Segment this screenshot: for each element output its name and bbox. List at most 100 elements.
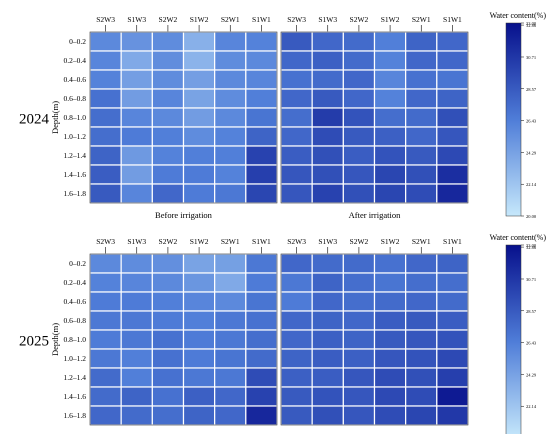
row-tick-label: 1.4–1.6 [64,392,87,401]
heatmap-cell [280,291,313,312]
heatmap-cell [280,253,313,274]
heatmap-cell [405,367,438,388]
heatmap-cell [89,405,122,426]
row-tick-label: 0.8–1.0 [64,335,87,344]
row-tick-label: 1.4–1.6 [64,170,87,179]
heatmap-cell [405,88,438,109]
heatmap-cell [436,126,469,147]
heatmap-cell [311,291,344,312]
heatmap-cell [436,145,469,166]
column-tick-label: S1W1 [252,237,271,246]
year-label: 2025 [19,334,49,350]
heatmap-cell [373,50,407,71]
heatmap-cell [342,253,376,274]
heatmap-cell [373,310,407,331]
row-tick-label: 0.6–0.8 [64,94,87,103]
colorbar-tick-label: 32.86 [526,23,537,28]
heatmap-cell [436,164,469,185]
heatmap-cell [182,253,216,274]
heatmap-cell [405,386,438,407]
heatmap-cell [311,183,344,204]
heatmap-cell [311,310,344,331]
heatmap-cell [89,50,122,71]
heatmap-cell [436,69,469,90]
heatmap-cell [120,164,153,185]
colorbar-tick-label: 33.00 [526,21,537,26]
heatmap-cell [89,367,122,388]
heatmap-cell [89,348,122,369]
heatmap-cell [436,310,469,331]
heatmap-cell [120,88,153,109]
heatmap-cell [373,164,407,185]
colorbar [505,244,522,434]
colorbar-tick-label: 22.14 [526,404,537,409]
heatmap-cell [373,69,407,90]
column-tick-label: S1W2 [190,15,209,24]
heatmap-cell [182,31,216,52]
heatmap-cell [342,50,376,71]
heatmap-cell [214,253,247,274]
heatmap-cell [89,126,122,147]
colorbar-tick-label: 28.57 [526,309,537,314]
heatmap-cell [405,272,438,293]
heatmap-cell [405,31,438,52]
heatmap-cell [120,272,153,293]
heatmap-cell [280,69,313,90]
y-axis-title: Depth(m) [50,323,60,356]
colorbar-tick-label: 24.29 [526,372,537,377]
column-tick-label: S2W1 [221,15,240,24]
heatmap-cell [182,348,216,369]
heatmap-cell [120,31,153,52]
row-tick-label: 0.8–1.0 [64,113,87,122]
heatmap-cell [280,348,313,369]
heatmap-cell [151,69,185,90]
heatmap-cell [311,145,344,166]
heatmap-cell [89,253,122,274]
heatmap-cell [405,253,438,274]
heatmap-cell [342,367,376,388]
heatmap-cell [405,405,438,426]
heatmap-cell [151,145,185,166]
heatmap-cell [214,50,247,71]
colorbar-tick-label: 26.43 [526,341,537,346]
heatmap-cell [120,367,153,388]
heatmap-cell [342,69,376,90]
heatmap-cell [342,88,376,109]
heatmap-cell [245,291,278,312]
heatmap-cell [214,310,247,331]
heatmap-cell [151,348,185,369]
heatmap-cell [120,310,153,331]
heatmap-cell [120,386,153,407]
colorbar-tick-label: 26.43 [526,119,537,124]
heatmap-cell [182,272,216,293]
column-tick-label: S1W1 [443,237,462,246]
heatmap-cell [405,69,438,90]
heatmap-cell [311,107,344,128]
heatmap-cell [245,50,278,71]
heatmap-cell [245,386,278,407]
heatmap-cell [311,50,344,71]
heatmap-cell [182,183,216,204]
heatmap-cell [89,69,122,90]
heatmap-cell [151,272,185,293]
row-tick-label: 1.2–1.4 [64,373,87,382]
column-tick-label: S2W1 [412,15,431,24]
heatmap-cell [342,145,376,166]
heatmap-cell [436,107,469,128]
column-tick-label: S2W1 [412,237,431,246]
heatmap-cell [436,405,469,426]
column-tick-label: S1W3 [318,15,337,24]
heatmap-cell [214,183,247,204]
heatmap-cell [245,367,278,388]
colorbar-tick-label: 20.00 [526,214,537,219]
heatmap-cell [120,126,153,147]
panel-frame [280,31,469,204]
row-tick-label: 0.4–0.6 [64,297,87,306]
heatmap-cell [436,50,469,71]
heatmap-cell [342,310,376,331]
column-tick-label: S1W3 [318,237,337,246]
colorbar-tick-label: 33.00 [526,243,537,248]
column-tick-label: S1W1 [252,15,271,24]
heatmap-cell [182,386,216,407]
row-tick-label: 1.0–1.2 [64,354,87,363]
